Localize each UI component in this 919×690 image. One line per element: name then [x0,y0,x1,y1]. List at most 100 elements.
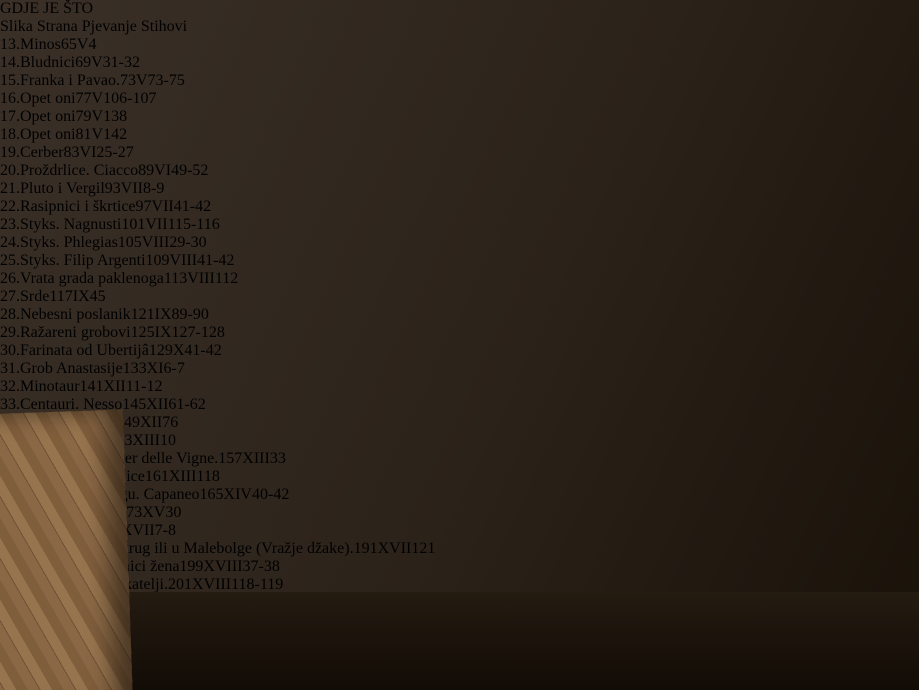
toc-row: 33.Centauri. Nesso145XII61-62 [0,396,919,414]
entry-title: Rasipnici i škrtice [20,198,136,215]
entry-number: 16. [0,90,20,107]
entry-strana: 83 [63,144,80,161]
entry-strana: 201 [167,576,192,593]
toc-row: 14.Bludnici69V31-32 [0,54,919,72]
entry-stihovi: 30 [165,504,182,521]
toc-row: 28.Nebesni poslanik121IX89-90 [0,306,919,324]
entry-strana: 113 [163,270,188,287]
entry-stihovi: 142 [103,126,128,143]
entry-stihovi: 112 [214,270,239,287]
entry-number: 21. [0,180,20,197]
entry-number: 14. [0,54,20,71]
toc-row: 21.Pluto i Vergil93VII8-9 [0,180,919,198]
entry-title: Ražareni grobovi [20,324,131,341]
entry-stihovi: 76 [162,414,179,431]
entry-strana: 129 [148,342,173,359]
entry-number: 15. [0,72,20,89]
entry-pjevanje: XI [146,360,164,377]
toc-row: 27.Srde117IX45 [0,288,919,306]
entry-number: 32. [0,378,20,395]
entry-stihovi: 61-62 [168,396,206,413]
entry-number: 30. [0,342,20,359]
entry-title: Centauri. Nesso [20,396,123,413]
entry-stihovi: 40-42 [251,486,290,503]
entry-title: Bludnici [20,54,76,71]
entry-stihovi: 7-8 [154,522,176,539]
entry-stihovi: 89-90 [171,306,209,323]
entry-pjevanje: V [91,90,104,107]
toc-row: 23.Styks. Nagnusti101VII115-116 [0,216,919,234]
toc-row: 34.Chiron. Učitelj149XII76 [0,414,919,432]
toc-row: 18.Opet oni81V142 [0,126,919,144]
entry-strana: 125 [130,324,155,341]
entry-strana: 141 [79,378,104,395]
entry-pjevanje: XVII [120,522,155,539]
entry-pjevanje: VII [151,198,174,215]
entry-number: 25. [0,252,20,269]
entry-number: 24. [0,234,20,251]
entry-strana: 145 [122,396,147,413]
toc-row: 35.Šuma Harpija153XIII10 [0,432,919,450]
entry-pjevanje: VIII [169,252,198,269]
entry-number: 26. [0,270,20,287]
entry-pjevanje: XVIII [191,576,232,593]
entry-title: Styks. Nagnusti [20,216,122,233]
entry-stihovi: 118-119 [231,576,284,593]
entry-stihovi: 31-32 [102,54,140,71]
entry-pjevanje: XV [142,504,166,521]
entry-title: Vrata grada paklenoga [20,270,164,287]
entry-number: 29. [0,324,20,341]
entry-number: 28. [0,306,20,323]
toc-row: 40.Slika himbe183XVII7-8 [0,522,919,540]
entry-pjevanje: IX [154,324,172,341]
entry-pjevanje: V [135,72,148,89]
toc-row: 19.Cerber83VI25-27 [0,144,919,162]
entry-stihovi: 6-7 [163,360,185,377]
entry-pjevanje: IX [154,306,172,323]
entry-strana: 89 [138,162,155,179]
entry-pjevanje: VI [79,144,97,161]
entry-pjevanje: VI [154,162,172,179]
entry-stihovi: 115-116 [167,216,220,233]
toc-row: 36.Samoubojice. Pier delle Vigne.157XIII… [0,450,919,468]
entry-stihovi: 138 [103,108,128,125]
entry-strana: 101 [121,216,146,233]
entry-stihovi: 118 [196,468,220,485]
toc-row: 38.Sloviti proti Bogu. Capaneo165XIV40-4… [0,486,919,504]
entry-title: Styks. Phlegias [20,234,118,251]
entry-strana: 73 [119,72,136,89]
entry-stihovi: 29-30 [169,234,207,251]
entry-number: 27. [0,288,20,305]
entry-pjevanje: XIV [223,486,252,503]
entry-number: 20. [0,162,20,179]
column-headers: Slika Strana Pjevanje Stihovi [0,18,919,36]
entry-pjevanje: V [76,36,89,53]
entry-strana: 97 [135,198,152,215]
entry-pjevanje: VII [145,216,168,233]
entry-strana: 191 [353,540,378,557]
entry-strana: 69 [75,54,92,71]
toc-row: 37.Druge samoubojice161XIII118 [0,468,919,486]
entry-strana: 117 [49,288,73,305]
entry-pjevanje: XIII [132,432,160,449]
entry-title: Opet oni [20,108,76,125]
entry-title: Styks. Filip Argenti [20,252,146,269]
entry-strana: 105 [117,234,142,251]
toc-row: 39.Brunetto Latini173XV30 [0,504,919,522]
column-header-stihovi: Stihovi [140,18,188,35]
toc-row: 16.Opet oni77V106-107 [0,90,919,108]
entry-stihovi: 37-38 [242,558,280,575]
entry-title: Opet oni [20,90,76,107]
entry-stihovi: 45 [89,288,106,305]
entry-title: Farinata od Ubertijâ [20,342,149,359]
entry-pjevanje: V [91,108,104,125]
entry-stihovi: 121 [411,540,436,557]
entry-pjevanje: VII [120,180,143,197]
entry-stihovi: 106-107 [103,90,157,107]
entry-title: Grob Anastasije [20,360,123,377]
entry-pjevanje: X [172,342,185,359]
entry-number: 13. [0,36,20,53]
